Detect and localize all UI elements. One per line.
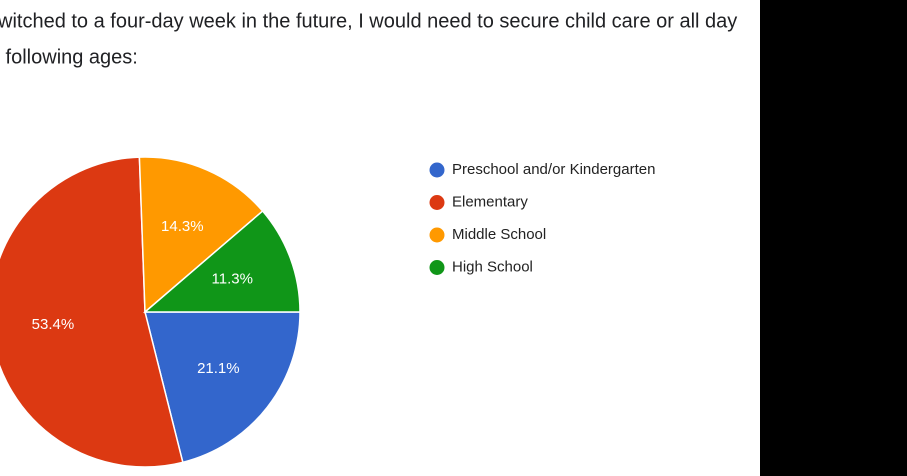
legend-label: Elementary — [452, 193, 528, 210]
slice-label: 53.4% — [32, 316, 75, 333]
legend-swatch — [429, 227, 445, 243]
slice-label: 11.3% — [212, 271, 253, 288]
legend-label: Preschool and/or Kindergarten — [452, 161, 655, 178]
legend-label: High School — [452, 258, 533, 275]
pie-slice — [0, 156, 184, 468]
legend-swatch — [429, 162, 445, 178]
slice-label: 21.1% — [197, 360, 240, 377]
legend-swatch — [429, 260, 445, 275]
slice-label: 14.3% — [161, 218, 204, 235]
pie-slice — [144, 311, 301, 464]
legend-swatch — [429, 195, 445, 210]
legend-label: Middle School — [452, 226, 546, 243]
chart-title: following ages: — [0, 46, 138, 68]
pie-slice — [138, 156, 264, 314]
black-border — [760, 0, 907, 476]
pie-slice — [142, 209, 301, 313]
chart-title: witched to a four-day week in the future… — [0, 10, 737, 32]
